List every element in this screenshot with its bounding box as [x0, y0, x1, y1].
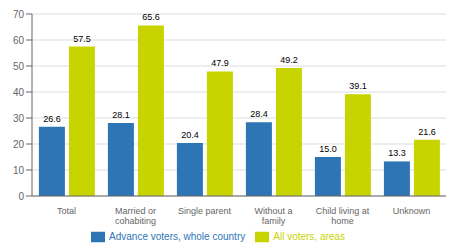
svg-text:57.5: 57.5: [73, 34, 91, 44]
svg-text:65.6: 65.6: [142, 12, 160, 22]
svg-text:Child living athome: Child living athome: [316, 206, 370, 226]
svg-text:Married orcohabiting: Married orcohabiting: [115, 206, 156, 226]
svg-text:60: 60: [13, 35, 25, 46]
svg-text:20.4: 20.4: [181, 130, 199, 140]
svg-text:Total: Total: [57, 206, 76, 216]
svg-text:26.6: 26.6: [43, 114, 61, 124]
svg-text:Without afamily: Without afamily: [254, 206, 292, 226]
svg-text:0: 0: [18, 191, 24, 202]
svg-text:Single parent: Single parent: [178, 206, 232, 216]
html-text:Advance voters, whole country: Advance voters, whole country: [109, 230, 246, 242]
svg-text:28.1: 28.1: [112, 110, 130, 120]
svg-text:10: 10: [13, 165, 25, 176]
svg-text:49.2: 49.2: [280, 55, 298, 65]
svg-text:15.0: 15.0: [319, 144, 337, 154]
svg-text:21.6: 21.6: [418, 127, 436, 137]
svg-text:39.1: 39.1: [349, 81, 367, 91]
svg-text:13.3: 13.3: [388, 148, 406, 158]
svg-text:40: 40: [13, 87, 25, 98]
svg-text:70: 70: [13, 9, 25, 20]
svg-text:28.4: 28.4: [250, 109, 268, 119]
html-text:All voters, areas: All voters, areas: [273, 230, 345, 242]
svg-text:30: 30: [13, 113, 25, 124]
svg-text:50: 50: [13, 61, 25, 72]
svg-text:47.9: 47.9: [211, 58, 229, 68]
svg-text:20: 20: [13, 139, 25, 150]
svg-text:Unknown: Unknown: [393, 206, 431, 216]
